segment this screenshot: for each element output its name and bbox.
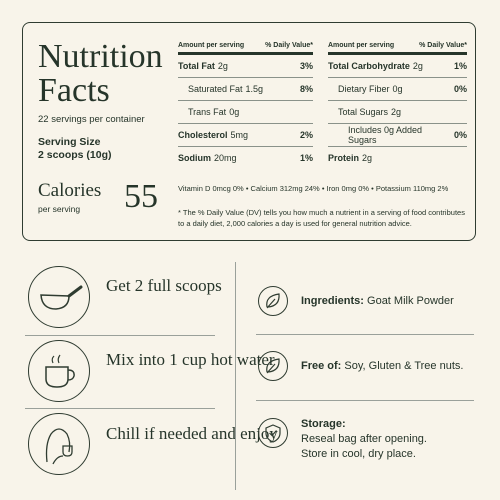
leaf-icon [266,293,280,309]
amount: 2g [391,107,402,117]
nutrient: Trans Fat [188,107,227,117]
serving-size-value: 2 scoops (10g) [38,149,112,161]
info-block: Storage: Reseal bag after opening. Store… [301,417,427,462]
info-label: Storage: [301,418,346,430]
leaf-icon [266,358,280,374]
header-cell: Amount per serving [328,42,395,49]
divider [25,408,215,409]
row: Protein 2g [328,147,467,169]
amount: 2g [362,153,373,163]
row: Saturated Fat 1.5g 8% [178,78,313,101]
vitamin: Potassium 110mg 2% [375,184,449,193]
header-cell: % Daily Value* [419,42,467,49]
calories-label: Calories [38,180,102,201]
row: Sodium 20mg 1% [178,147,313,169]
vertical-divider [235,262,236,490]
dv: 1% [453,61,467,71]
amount: 2g [217,61,228,71]
amount: 2g [412,61,423,71]
nutrient: Total Carbohydrate [328,61,410,71]
step-icon [28,266,90,328]
divider [256,334,474,335]
row: Includes 0g Added Sugars 0% [328,124,467,147]
nutrient: Total Sugars [338,107,389,117]
vitamin: Calcium 312mg 24% [250,184,320,193]
amount: 0g [392,84,403,94]
amount: 0g [229,107,240,117]
dv: 0% [453,84,467,94]
info-icon [258,351,288,381]
row: Total Fat 2g 3% [178,55,313,78]
nutrient: Total Fat [178,61,215,71]
calories-sub: per serving [38,204,81,214]
table-header: Amount per serving % Daily Value* [328,42,467,55]
title-line: Facts [38,72,110,109]
left-table: Amount per serving % Daily Value* Total F… [178,42,313,169]
divider [25,335,215,336]
row: Total Carbohydrate 2g 1% [328,55,467,78]
cup-icon [45,354,75,388]
info-line: Free of: Soy, Gluten & Tree nuts. [301,359,463,374]
nutrient: Sodium [178,153,211,163]
vitamin: Iron 0mg 0% [326,184,370,193]
row: Cholesterol 5mg 2% [178,124,313,147]
info-line: Ingredients: Goat Milk Powder [301,294,454,309]
step-text: Chill if needed and enjoy [106,424,278,443]
info-label: Ingredients: [301,295,364,307]
scoop-icon [40,285,83,310]
row: Dietary Fiber 0g 0% [328,78,467,101]
info-icon [258,286,288,316]
vitamin: Vitamin D 0mcg 0% [178,184,244,193]
step-text: Mix into 1 cup hot water [106,350,275,369]
header-cell: Amount per serving [178,42,245,49]
calories-value: 55 [124,178,158,215]
person-icon [45,428,73,465]
nutrient: Protein [328,153,360,163]
right-table: Amount per serving % Daily Value* Total C… [328,42,467,169]
serving-size-label: Serving Size [38,136,101,148]
info-text: Soy, Gluten & Tree nuts. [344,360,464,372]
info-text: Reseal bag after opening. [301,433,427,445]
servings: 22 servings per container [38,114,145,125]
serving-size: Serving Size 2 scoops (10g) [38,136,112,162]
step-icon [28,413,90,475]
header-cell: % Daily Value* [265,42,313,49]
nutrient: Saturated Fat [188,84,243,94]
row: Total Sugars 2g [328,101,467,124]
nutrient: Cholesterol [178,130,228,140]
amount: 20mg [214,153,237,163]
dv: 0% [453,130,467,140]
title-line: Nutrition [38,38,163,75]
info-icon [258,418,288,448]
shield-icon [265,424,281,443]
amount: 1.5g [245,84,264,94]
info-text: Store in cool, dry place. [301,448,416,460]
dv: 1% [299,153,313,163]
nutrition-title: Nutrition Facts [38,40,163,108]
row: Trans Fat 0g [178,101,313,124]
footnote: * The % Daily Value (DV) tells you how m… [178,208,465,228]
dv: 3% [299,61,313,71]
info-label: Free of: [301,360,342,372]
dv: 2% [299,130,313,140]
divider [256,400,474,401]
step-icon [28,340,90,402]
dv: 8% [299,84,313,94]
table-header: Amount per serving % Daily Value* [178,42,313,55]
nutrition-panel [22,22,476,241]
vitamins: Vitamin D 0mcg 0% • Calcium 312mg 24% • … [178,184,449,193]
nutrient: Dietary Fiber [338,84,390,94]
nutrient: Includes 0g Added Sugars [348,125,423,145]
info-text: Goat Milk Powder [367,295,454,307]
step-text: Get 2 full scoops [106,276,222,295]
amount: 5mg [230,130,249,140]
